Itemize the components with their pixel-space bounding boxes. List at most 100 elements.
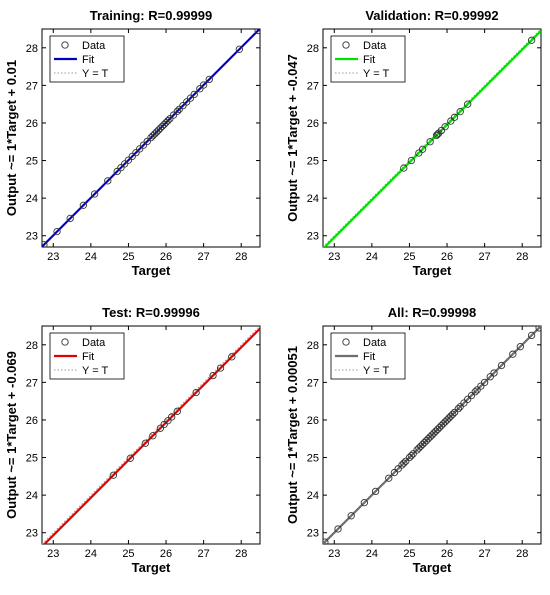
y-tick-label: 27 [307, 80, 319, 92]
y-tick-label: 26 [26, 118, 38, 130]
y-tick-label: 24 [307, 490, 319, 502]
data-point [432, 427, 440, 435]
y-tick-label: 23 [26, 528, 38, 540]
data-point [205, 75, 213, 84]
chart-panel-1: 23 24 25 26 27 28 23 24 25 26 27 28 Data Fit Y = T Trai… [4, 8, 261, 278]
data-point [430, 429, 438, 437]
x-tick-label: 26 [160, 548, 172, 560]
legend-data-marker [342, 41, 350, 49]
data-point [90, 190, 99, 198]
y-tick-label: 26 [307, 118, 319, 130]
chart-panel-3: 23 24 25 26 27 28 23 24 25 26 27 28 Data Fit Y = T Test… [4, 305, 261, 575]
data-point [426, 433, 434, 441]
data-point [179, 102, 187, 110]
y-tick-label: 27 [307, 377, 319, 389]
reference-line-y-equals-t [42, 326, 260, 544]
data-point [160, 120, 168, 129]
data-point [477, 382, 485, 390]
legend-fit-label: Fit [363, 351, 375, 363]
x-tick-label: 28 [235, 548, 247, 560]
data-point [66, 214, 74, 223]
data-point [126, 454, 134, 462]
data-point [162, 118, 170, 127]
legend-data-label: Data [82, 40, 106, 52]
data-point [480, 378, 489, 387]
data-point [400, 164, 408, 172]
legend-data-marker [342, 338, 350, 346]
data-point [173, 107, 181, 115]
chart-panel-4: 23 24 25 26 27 28 23 24 25 26 27 28 Data Fit Y = T All:… [285, 305, 542, 575]
data-point [467, 391, 476, 400]
data-point [441, 418, 449, 426]
data-point [428, 431, 436, 439]
y-tick-label: 24 [307, 193, 319, 205]
data-point [183, 98, 191, 106]
legend-ref-label: Y = T [363, 68, 389, 80]
data-point [79, 201, 87, 209]
data-point [422, 436, 431, 445]
x-axis-label: Target [132, 263, 171, 278]
data-point [360, 499, 368, 507]
chart-title: Training: R=0.99999 [90, 8, 212, 23]
data-point [509, 350, 517, 358]
data-point [435, 129, 443, 137]
data-point [464, 395, 472, 403]
data-point [124, 156, 133, 164]
x-tick-label: 28 [235, 251, 247, 263]
y-tick-label: 23 [26, 231, 38, 243]
y-tick-label: 25 [26, 453, 38, 465]
legend-fit-label: Fit [82, 351, 94, 363]
data-point [409, 450, 417, 458]
data-point [151, 130, 159, 138]
y-tick-label: 28 [26, 43, 38, 55]
data-point [516, 343, 524, 351]
legend-data-marker [61, 41, 69, 49]
legend-fit-label: Fit [82, 54, 94, 66]
data-point [160, 420, 168, 429]
y-tick-label: 28 [307, 43, 319, 55]
data-point [371, 487, 380, 496]
x-tick-label: 28 [516, 251, 528, 263]
data-point [445, 414, 453, 422]
data-point [190, 90, 198, 99]
data-point [164, 417, 172, 425]
x-axis-label: Target [413, 263, 452, 278]
reference-line-y-equals-t [323, 29, 541, 247]
data-point [149, 432, 157, 440]
fit-line [42, 29, 260, 247]
legend-data-label: Data [363, 337, 387, 349]
data-point [456, 108, 464, 116]
data-point [450, 113, 459, 121]
data-point [398, 461, 406, 469]
data-point [449, 410, 457, 418]
data-point [147, 133, 155, 142]
fit-line [43, 327, 260, 544]
data-point [394, 465, 402, 473]
data-point [402, 457, 410, 465]
data-point [149, 132, 157, 140]
data-point [486, 373, 494, 381]
x-tick-label: 25 [403, 251, 415, 263]
x-tick-label: 25 [403, 548, 415, 560]
data-point [435, 423, 444, 432]
x-axis-label: Target [132, 560, 171, 575]
x-tick-label: 23 [328, 251, 340, 263]
data-point [53, 227, 61, 236]
data-point [128, 152, 136, 161]
data-point [497, 361, 506, 370]
x-tick-label: 23 [47, 251, 59, 263]
y-axis-label: Output ~= 1*Target + -0.069 [4, 351, 19, 519]
y-tick-label: 24 [26, 490, 38, 502]
data-point [437, 126, 446, 135]
data-point [334, 525, 342, 533]
legend-ref-label: Y = T [82, 68, 108, 80]
y-tick-label: 25 [307, 453, 319, 465]
fit-line [323, 326, 541, 544]
data-point [471, 388, 479, 396]
data-point [132, 149, 140, 157]
fit-line [323, 29, 541, 247]
y-tick-label: 27 [26, 377, 38, 389]
legend-ref-label: Y = T [82, 365, 108, 377]
x-tick-label: 26 [160, 251, 172, 263]
